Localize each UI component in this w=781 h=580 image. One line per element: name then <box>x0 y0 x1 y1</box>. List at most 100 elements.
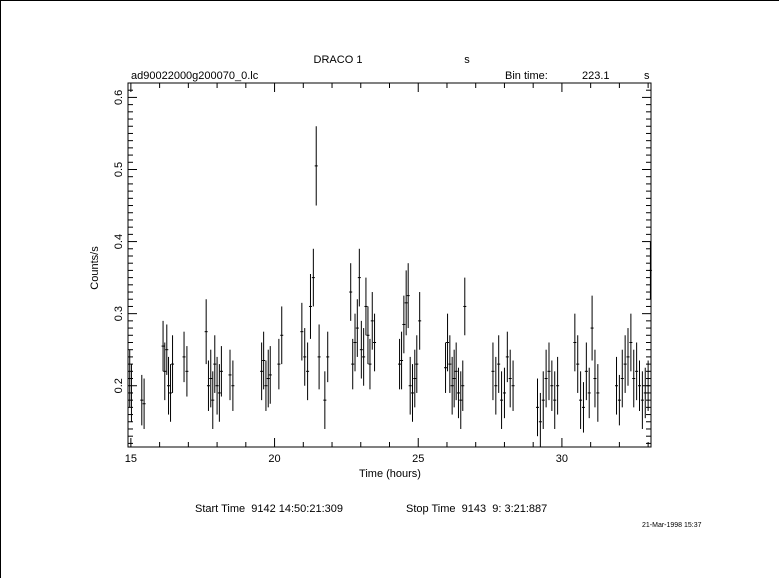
x-tick-label: 20 <box>268 453 280 465</box>
data-point <box>303 328 307 386</box>
data-point <box>349 263 353 321</box>
data-point <box>615 356 619 415</box>
data-point <box>502 367 506 419</box>
data-point <box>404 270 408 336</box>
y-tick-label: 0.3 <box>113 306 125 321</box>
data-point <box>617 374 621 426</box>
data-point <box>185 346 189 397</box>
data-point <box>215 356 219 415</box>
data-point <box>326 331 330 383</box>
data-point <box>511 360 515 411</box>
bin-time-value: 223.1 <box>582 70 610 82</box>
data-point <box>576 335 580 393</box>
data-point <box>277 338 281 390</box>
data-point <box>206 360 210 411</box>
data-point <box>541 371 545 429</box>
data-point <box>646 360 650 411</box>
data-point <box>579 371 583 429</box>
data-point <box>640 371 644 429</box>
data-point <box>373 313 377 372</box>
data-point <box>497 335 501 393</box>
data-point <box>593 349 597 408</box>
data-point <box>413 349 417 408</box>
bin-time-unit: s <box>644 70 650 82</box>
data-point <box>357 248 361 307</box>
data-point <box>415 335 419 393</box>
data-point <box>410 364 414 422</box>
data-point <box>638 360 642 411</box>
data-point <box>398 338 402 390</box>
data-point <box>581 382 585 433</box>
data-point <box>418 292 422 350</box>
bin-time-label: Bin time: <box>505 70 548 82</box>
data-point <box>547 342 551 401</box>
data-point <box>461 360 465 411</box>
data-point <box>165 324 169 375</box>
chart-title-unit: s <box>464 54 470 66</box>
data-point <box>452 349 456 408</box>
data-point <box>306 342 310 401</box>
data-point <box>553 371 557 429</box>
start-time-text: Start Time 9142 14:50:21:309 <box>195 503 343 515</box>
data-point <box>317 324 321 390</box>
chart-title: DRACO 1 <box>314 54 363 66</box>
data-point <box>643 367 647 419</box>
data-point <box>632 349 636 408</box>
data-point <box>544 349 548 408</box>
data-point <box>228 349 232 401</box>
data-point <box>300 302 304 361</box>
data-point <box>550 360 554 411</box>
data-point <box>314 126 318 206</box>
data-point <box>368 338 372 390</box>
plot-area <box>127 82 652 448</box>
data-point <box>463 277 467 336</box>
data-point <box>366 306 370 365</box>
data-point <box>213 335 217 393</box>
y-axis-label: Counts/s <box>89 246 101 290</box>
data-point <box>454 342 458 401</box>
data-point <box>323 371 327 429</box>
data-point <box>351 338 355 390</box>
stop-time-text: Stop Time 9143 9: 3:21:887 <box>406 503 547 515</box>
data-point <box>626 328 630 386</box>
data-point <box>450 356 454 415</box>
data-point <box>268 346 272 404</box>
y-tick-label: 0.6 <box>113 90 125 105</box>
data-point <box>140 374 144 426</box>
data-point <box>587 367 591 419</box>
y-tick-label: 0.4 <box>113 234 125 249</box>
data-point <box>362 328 366 386</box>
data-point <box>169 364 173 422</box>
data-point <box>584 342 588 401</box>
data-point <box>500 371 504 429</box>
data-point <box>167 356 171 415</box>
data-point <box>448 335 452 393</box>
data-point <box>556 356 560 415</box>
date-stamp: 21-Mar-1998 15:37 <box>642 522 702 529</box>
data-point <box>219 346 223 397</box>
data-point <box>629 313 633 372</box>
x-axis-label: Time (hours) <box>359 468 421 480</box>
data-point <box>266 349 270 408</box>
data-point <box>280 306 284 365</box>
data-point <box>535 378 539 437</box>
data-point <box>456 367 460 419</box>
data-point <box>262 331 266 390</box>
data-point <box>635 342 639 401</box>
data-point <box>264 360 268 411</box>
data-point <box>359 320 363 379</box>
data-point <box>311 248 315 307</box>
data-point <box>459 371 463 429</box>
data-point <box>623 335 627 393</box>
data-point <box>353 313 357 372</box>
data-point <box>494 356 498 415</box>
data-point <box>171 335 175 393</box>
data-point <box>406 263 410 329</box>
data-point <box>161 320 165 372</box>
data-point <box>408 356 412 415</box>
data-point <box>620 349 624 408</box>
data-point <box>400 331 404 390</box>
data-point <box>648 241 652 300</box>
x-tick-label: 25 <box>412 453 424 465</box>
